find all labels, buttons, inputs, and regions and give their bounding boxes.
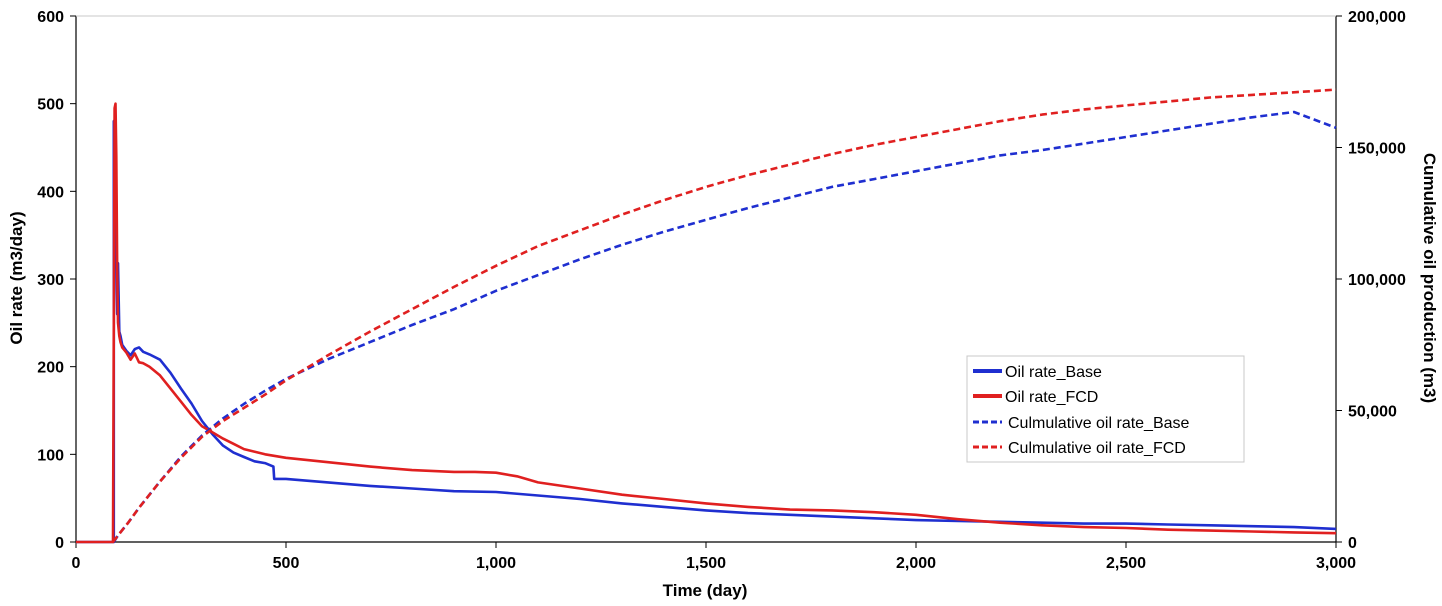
series-line-1 <box>76 119 1336 542</box>
y-tick-label: 500 <box>37 97 64 114</box>
legend: Oil rate_Base Oil rate_FCD Culmulative oil… <box>967 356 1244 462</box>
y-tick-label: 100 <box>37 447 64 464</box>
y-tick-label: 300 <box>37 272 64 289</box>
x-tick-label: 2,500 <box>1106 555 1146 572</box>
legend-label-4: Culmulative oil rate_FCD <box>1008 440 1186 457</box>
x-tick-label: 1,500 <box>686 555 726 572</box>
y-tick-label: 600 <box>37 9 64 26</box>
y-tick-label: 400 <box>37 184 64 201</box>
axes: 0 500 1,000 1,500 2,000 2,500 3,000 0 100 200 300 4… <box>37 9 1406 572</box>
legend-label-2: Oil rate_FCD <box>1005 389 1098 406</box>
x-tick-label: 0 <box>72 555 81 572</box>
y2-tick-label: 50,000 <box>1348 404 1397 421</box>
x-axis-title: Time (day) <box>663 581 748 600</box>
series-layer <box>76 90 1336 542</box>
x-tick-label: 1,000 <box>476 555 516 572</box>
x-tick-label: 3,000 <box>1316 555 1356 572</box>
series-line-3 <box>114 112 1336 542</box>
series-line-4 <box>113 90 1336 542</box>
legend-label-3: Culmulative oil rate_Base <box>1008 415 1190 432</box>
y-axis-title: Oil rate (m3/day) <box>7 211 26 344</box>
y-tick-label: 0 <box>55 535 64 552</box>
y2-axis-title: Cumulative oil production (m3) <box>1420 153 1439 403</box>
legend-label-1: Oil rate_Base <box>1005 364 1102 381</box>
chart: 0 500 1,000 1,500 2,000 2,500 3,000 0 100 200 300 4… <box>0 0 1442 606</box>
y2-tick-label: 200,000 <box>1348 9 1406 26</box>
x-tick-label: 2,000 <box>896 555 936 572</box>
series-line-2 <box>76 104 1336 542</box>
x-tick-label: 500 <box>273 555 300 572</box>
y-tick-label: 200 <box>37 360 64 377</box>
y2-tick-label: 0 <box>1348 535 1357 552</box>
y2-tick-label: 150,000 <box>1348 141 1406 158</box>
y2-tick-label: 100,000 <box>1348 272 1406 289</box>
